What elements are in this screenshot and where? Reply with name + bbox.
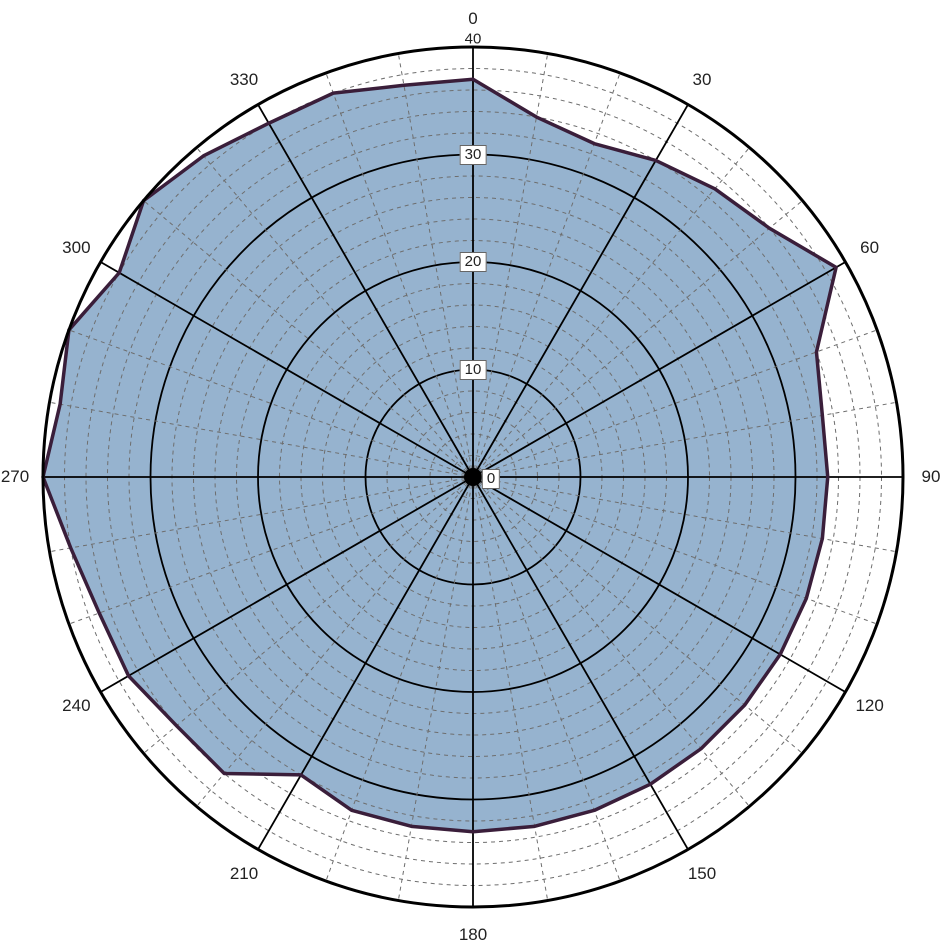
polar-chart: 0306090120150180210240270300330403020100 — [0, 0, 947, 947]
polar-chart-svg — [0, 0, 947, 947]
